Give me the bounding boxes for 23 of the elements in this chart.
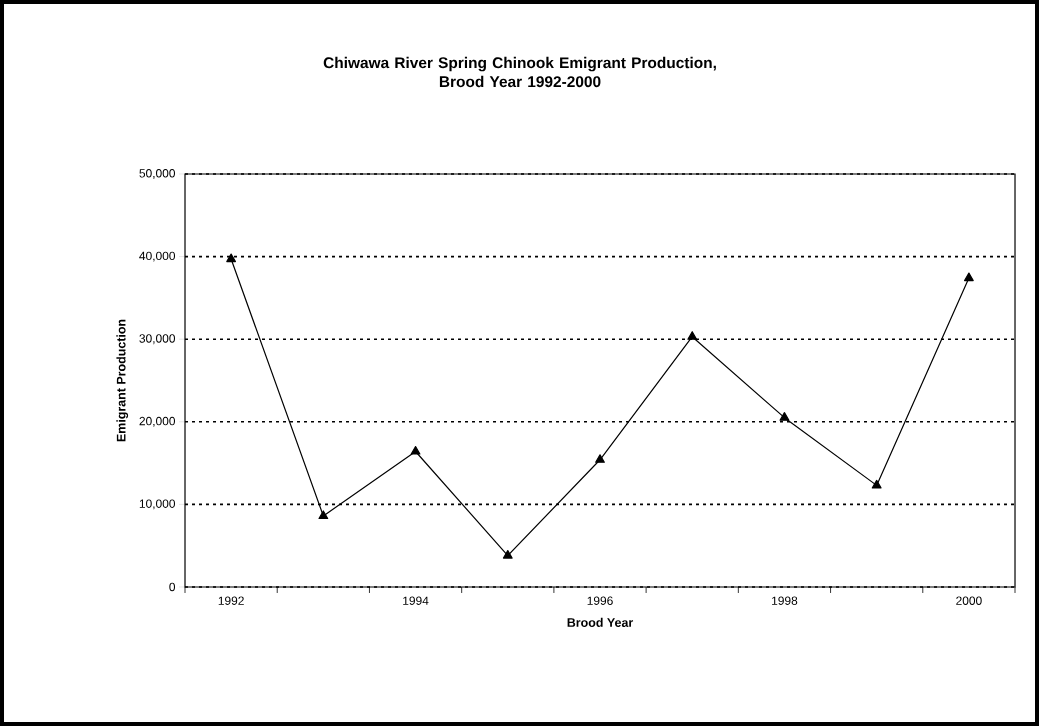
y-tick-label: 40,000 [139, 251, 176, 262]
x-tick-label: 1998 [772, 596, 798, 605]
y-tick-label: 30,000 [139, 334, 176, 345]
point [410, 445, 421, 455]
x-tick-label: 1992 [218, 596, 244, 605]
x-tick-label: 1996 [587, 596, 613, 605]
point [595, 454, 605, 463]
x-tick-label: 2000 [956, 596, 982, 605]
y-tick-label: 0 [169, 582, 176, 592]
point [226, 253, 237, 263]
y-tick-label: 10,000 [139, 499, 176, 510]
y-tick-label: 20,000 [139, 416, 176, 427]
x-tick-label: 1994 [403, 596, 429, 605]
point [318, 510, 329, 520]
point [779, 412, 790, 421]
x-axis-title: Brood Year [567, 617, 634, 627]
y-axis-title: Emigrant Production [116, 319, 129, 442]
point [963, 272, 974, 282]
chart-title: Chiwawa River Spring Chinook Emigrant Production, Brood Year 1992-2000 [323, 56, 716, 88]
y-tick-label: 50,000 [139, 169, 176, 179]
point [871, 479, 882, 489]
point [687, 331, 698, 340]
point [502, 550, 513, 559]
